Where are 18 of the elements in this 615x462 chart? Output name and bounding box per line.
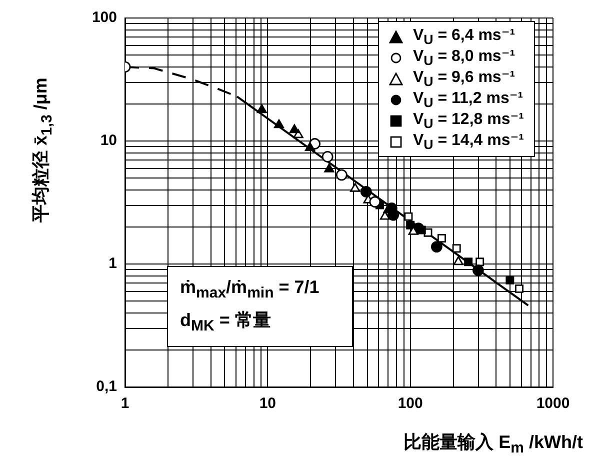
y-tick-label: 100: [92, 9, 117, 26]
legend-label: V$_{U}$ = 6,4 ms⁻¹: [412, 26, 516, 48]
x-tick-label: 1000: [536, 395, 570, 412]
x-tick-label: 1: [120, 395, 130, 412]
y-tick-label: 0,1: [96, 378, 117, 396]
legend-label: V$_{U}$ = 12,8 ms⁻¹: [412, 110, 524, 132]
y-tick-label: 10: [100, 132, 117, 150]
legend-label: V$_{U}$ = 14,4 ms⁻¹: [412, 131, 524, 153]
x-tick-label: 100: [398, 395, 423, 412]
annotation: d$_{MK}$ = 常量: [180, 308, 272, 336]
legend-label: V$_{U}$ = 11,2 ms⁻¹: [412, 89, 524, 111]
annotation: ṁ$_{max}$/ṁ$_{min}$ = 7/1: [180, 276, 320, 304]
x-tick-label: 10: [259, 395, 276, 412]
legend-label: V$_{U}$ = 9,6 ms⁻¹: [412, 68, 516, 90]
y-tick-label: 1: [108, 255, 117, 272]
note-box: ṁ$_{max}$/ṁ$_{min}$ = 7/1 d$_{MK}$ = 常量: [167, 266, 353, 348]
x-axis-title: 比能量输入 E$_{m}$ /kWh/t: [404, 431, 583, 457]
legend-label: V$_{U}$ = 8,0 ms⁻¹: [412, 47, 516, 69]
